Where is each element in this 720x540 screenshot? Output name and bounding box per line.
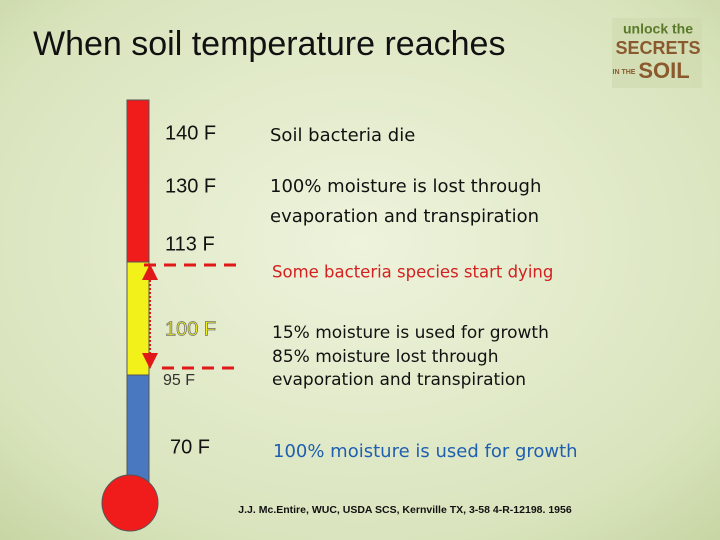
thermo-yellow	[126, 261, 150, 376]
thermo-bulb	[101, 474, 159, 532]
temp-label: 100 F	[165, 318, 216, 340]
temp-label: 113 F	[165, 233, 215, 255]
logo-bg	[612, 18, 702, 88]
description: 15% moisture is used for growth	[272, 323, 549, 343]
logo: unlock the SECRETS IN THE SOIL	[612, 18, 702, 88]
thermo-red	[126, 99, 150, 263]
description: evaporation and transpiration	[270, 206, 539, 227]
citation: J.J. Mc.Entire, WUC, USDA SCS, Kernville…	[238, 504, 572, 516]
thermo-blue	[126, 374, 150, 486]
temp-label: 95 F	[163, 372, 195, 389]
markers	[142, 263, 240, 370]
description: 85% moisture lost through	[272, 347, 499, 367]
logo-text: SOIL	[638, 58, 689, 83]
logo-text: IN THE	[613, 69, 636, 76]
logo-text: SECRETS	[615, 38, 700, 58]
description: Soil bacteria die	[270, 125, 415, 146]
description: Some bacteria species start dying	[272, 263, 553, 282]
temp-label: 130 F	[165, 175, 216, 197]
logo-text: unlock the	[623, 21, 693, 37]
description: evaporation and transpiration	[272, 370, 526, 390]
description: 100% moisture is used for growth	[273, 441, 578, 462]
temp-label: 140 F	[165, 122, 216, 144]
temp-label: 70 F	[170, 436, 210, 458]
description: 100% moisture is lost through	[270, 176, 541, 197]
title: When soil temperature reaches	[33, 25, 505, 63]
